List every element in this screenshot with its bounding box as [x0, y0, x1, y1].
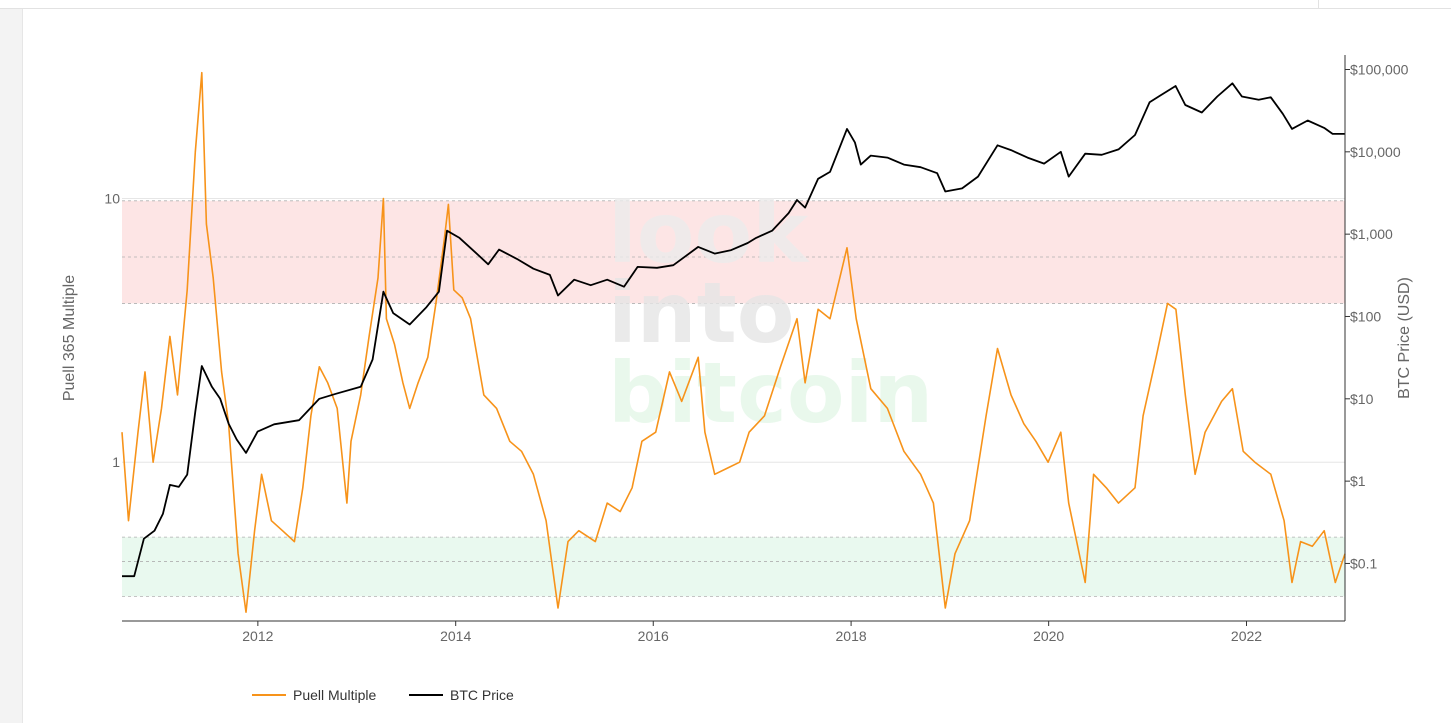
y-right-tick-label-3: $100: [1350, 308, 1381, 324]
y-right-tick-label-2: $10: [1350, 391, 1374, 407]
top-bar: [0, 0, 1451, 9]
chart-card: [22, 9, 1451, 723]
band-red: [122, 200, 1345, 304]
legend-item-btc[interactable]: BTC Price: [409, 687, 514, 703]
grid-lines: [122, 197, 1345, 463]
legend: Puell Multiple BTC Price: [252, 687, 514, 703]
y-right-tick-label-4: $1,000: [1350, 226, 1393, 242]
x-tick-label-2012: 2012: [242, 628, 273, 644]
legend-item-puell[interactable]: Puell Multiple: [252, 687, 376, 703]
x-tick-label-2018: 2018: [836, 628, 867, 644]
series-layer: [121, 71, 1346, 613]
lookintobitcoin-watermark: look into bitcoin: [608, 184, 933, 442]
y-left-axis-title: Puell 365 Multiple: [61, 275, 78, 401]
y-left-tick-label-10: 10: [104, 190, 120, 206]
y-right-tick-label-1: $1: [1350, 473, 1366, 489]
x-tick-label-2022: 2022: [1231, 628, 1262, 644]
watermark-bitcoin: bitcoin: [608, 344, 933, 442]
y-right-tick-label-0: $0.1: [1350, 555, 1377, 571]
btc-price-line: [122, 82, 1345, 578]
watermark-look: look: [608, 184, 810, 282]
watermark-into: into: [608, 264, 794, 362]
x-tick-label-2016: 2016: [638, 628, 669, 644]
legend-label-btc[interactable]: BTC Price: [450, 687, 514, 703]
band-green: [122, 537, 1345, 597]
y-right-tick-label-6: $100,000: [1350, 61, 1409, 77]
y-right-tick-label-5: $10,000: [1350, 144, 1401, 160]
x-tick-label-2014: 2014: [440, 628, 471, 644]
puell-multiple-line: [121, 71, 1346, 613]
x-tick-label-2020: 2020: [1033, 628, 1064, 644]
y-right-axis-title: BTC Price (USD): [1396, 277, 1413, 399]
legend-label-puell[interactable]: Puell Multiple: [293, 687, 376, 703]
axes: 2012 2014 2016 2018 2020 2022 1 10 $0.1 $1 $10 $100…: [61, 55, 1413, 644]
tab-divider: [1318, 0, 1319, 8]
zone-bands: [122, 200, 1345, 597]
y-left-tick-label-1: 1: [112, 454, 120, 470]
